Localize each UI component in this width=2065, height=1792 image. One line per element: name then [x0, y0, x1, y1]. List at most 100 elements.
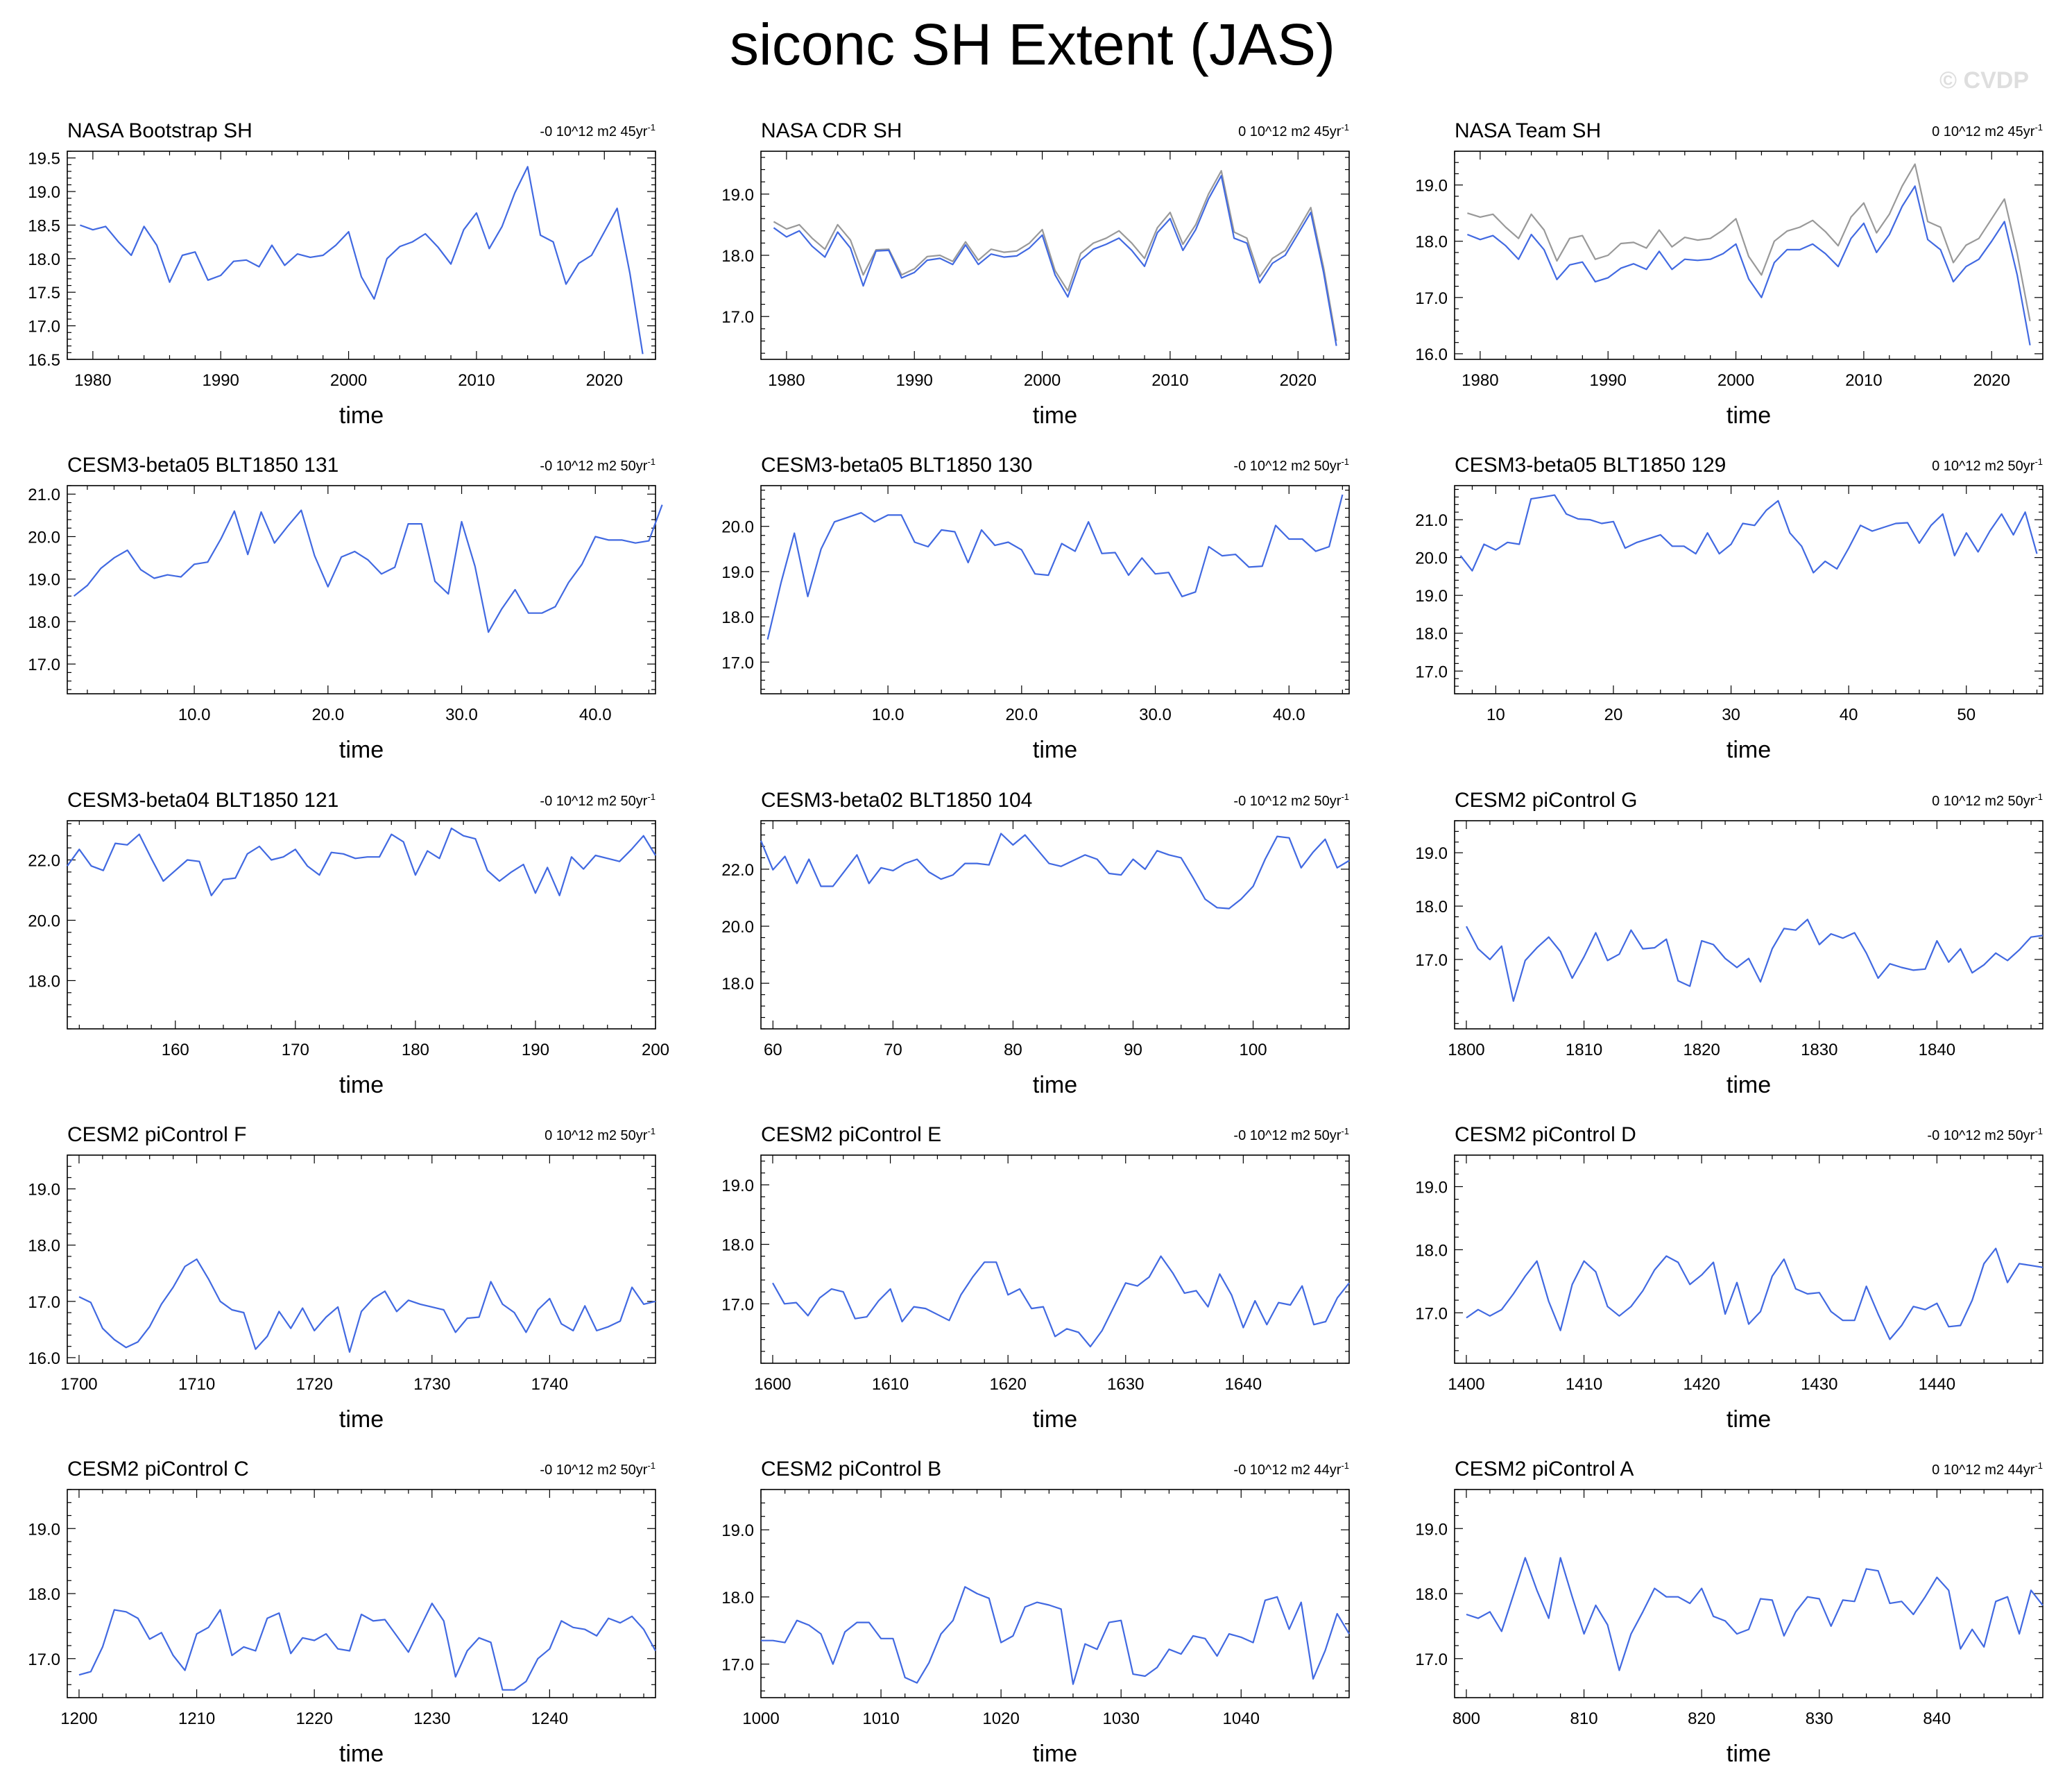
x-tick-label: 840	[1923, 1709, 1951, 1728]
x-tick-label: 1620	[989, 1375, 1026, 1394]
trend-exponent: -1	[2034, 1126, 2043, 1136]
series-line	[1466, 185, 2031, 345]
x-tick-label: 810	[1570, 1709, 1598, 1728]
y-tick-label: 18.0	[28, 1237, 60, 1256]
x-tick-label: 100	[1240, 1041, 1267, 1059]
panel-trend-label: -0 10^12 m2 50yr-1	[1233, 456, 1349, 474]
chart-panel: CESM2 piControl G 0 10^12 m2 50yr-1 1800 18…	[1415, 789, 2043, 1098]
trend-exponent: -1	[1341, 122, 1349, 133]
x-tick-label: 1810	[1566, 1041, 1602, 1059]
x-axis-label: time	[1726, 1741, 1771, 1767]
y-tick-label: 22.0	[28, 852, 60, 871]
chart-panel: CESM3-beta05 BLT1850 129 0 10^12 m2 50yr-…	[1415, 454, 2043, 763]
plot-frame	[1454, 1489, 2043, 1698]
x-tick-label: 1800	[1448, 1041, 1484, 1059]
trend-text: -0 10^12 m2 50yr	[1233, 1128, 1341, 1143]
trend-text: 0 10^12 m2 50yr	[1932, 459, 2035, 474]
x-tick-label: 1600	[754, 1375, 791, 1394]
y-tick-label: 18.0	[1415, 1585, 1448, 1604]
y-tick-label: 20.0	[721, 918, 754, 937]
y-tick-label: 19.5	[28, 150, 60, 169]
x-tick-label: 2010	[1845, 371, 1882, 390]
y-tick-label: 21.0	[1415, 511, 1448, 530]
x-tick-label: 30.0	[1139, 706, 1172, 724]
x-tick-label: 190	[522, 1041, 549, 1059]
y-tick-label: 18.0	[721, 1589, 754, 1607]
chart-panel: NASA Bootstrap SH -0 10^12 m2 45yr-1 1980 1…	[28, 119, 656, 429]
x-tick-label: 1210	[178, 1709, 215, 1728]
y-tick-label: 19.0	[28, 1520, 60, 1539]
chart-panel: CESM2 piControl A 0 10^12 m2 44yr-1 800 810…	[1415, 1458, 2043, 1767]
panel-title: CESM3-beta05 BLT1850 130	[761, 454, 1032, 477]
panel-trend-label: 0 10^12 m2 44yr-1	[1932, 1460, 2043, 1478]
y-tick-label: 18.0	[721, 608, 754, 627]
x-tick-label: 1840	[1919, 1041, 1955, 1059]
chart-panel: CESM2 piControl C -0 10^12 m2 50yr-1 1200 1…	[28, 1458, 656, 1767]
y-tick-label: 20.0	[28, 528, 60, 547]
panel-trend-label: 0 10^12 m2 50yr-1	[545, 1126, 656, 1143]
panel-title: NASA CDR SH	[761, 119, 902, 142]
x-tick-label: 30.0	[445, 706, 478, 724]
x-tick-label: 1640	[1225, 1375, 1262, 1394]
y-tick-label: 19.0	[721, 563, 754, 582]
y-tick-label: 21.0	[28, 486, 60, 504]
trend-exponent: -1	[647, 122, 656, 133]
x-axis-label: time	[1033, 402, 1077, 429]
x-axis-label: time	[1726, 402, 1771, 429]
series-line	[1466, 1557, 2043, 1671]
x-tick-label: 2020	[586, 371, 623, 390]
y-tick-label: 19.0	[1415, 844, 1448, 863]
series-line	[760, 833, 1350, 910]
plot-frame	[67, 1154, 656, 1364]
y-tick-label: 17.5	[28, 284, 60, 302]
series-line	[78, 1603, 656, 1691]
trend-exponent: -1	[1341, 1126, 1349, 1136]
plot-frame	[760, 151, 1350, 360]
x-tick-label: 820	[1688, 1709, 1715, 1728]
y-tick-label: 19.0	[28, 1181, 60, 1200]
chart-panel: CESM2 piControl E -0 10^12 m2 50yr-1 1600 1…	[721, 1123, 1350, 1433]
x-tick-label: 1440	[1919, 1375, 1955, 1394]
panel-title: NASA Team SH	[1455, 119, 1601, 142]
x-tick-label: 1820	[1683, 1041, 1720, 1059]
x-tick-label: 2000	[330, 371, 367, 390]
y-tick-label: 18.0	[721, 247, 754, 266]
trend-exponent: -1	[1341, 1460, 1349, 1471]
x-tick-label: 1230	[413, 1709, 450, 1728]
chart-panel: NASA Team SH 0 10^12 m2 45yr-1 1980 1990 200…	[1415, 119, 2043, 429]
x-tick-label: 1740	[531, 1375, 568, 1394]
trend-exponent: -1	[647, 456, 656, 467]
x-tick-label: 1420	[1683, 1375, 1720, 1394]
panel-title: CESM2 piControl C	[67, 1458, 249, 1480]
y-tick-label: 17.0	[28, 1650, 60, 1669]
y-tick-label: 19.0	[28, 183, 60, 202]
panel-trend-label: -0 10^12 m2 50yr-1	[540, 456, 656, 474]
y-tick-label: 17.0	[28, 318, 60, 336]
y-tick-label: 20.0	[28, 912, 60, 930]
y-tick-label: 18.0	[1415, 898, 1448, 916]
x-tick-label: 2020	[1280, 371, 1317, 390]
plot-frame	[67, 820, 656, 1030]
x-tick-label: 1200	[60, 1709, 97, 1728]
trend-text: -0 10^12 m2 45yr	[540, 124, 647, 139]
trend-text: 0 10^12 m2 50yr	[1932, 794, 2035, 809]
x-tick-label: 1980	[768, 371, 805, 390]
trend-text: -0 10^12 m2 44yr	[1233, 1462, 1341, 1478]
y-tick-label: 17.0	[721, 1656, 754, 1675]
x-tick-label: 2020	[1973, 371, 2010, 390]
x-tick-label: 1980	[74, 371, 111, 390]
x-tick-label: 1830	[1801, 1041, 1837, 1059]
x-tick-label: 1400	[1448, 1375, 1484, 1394]
panel-trend-label: -0 10^12 m2 50yr-1	[540, 792, 656, 809]
series-line	[773, 175, 1337, 346]
x-tick-label: 20.0	[311, 706, 344, 724]
y-tick-label: 17.0	[721, 654, 754, 672]
y-tick-label: 19.0	[1415, 177, 1448, 196]
x-axis-label: time	[1726, 1072, 1771, 1098]
panel-trend-label: -0 10^12 m2 50yr-1	[1233, 792, 1349, 809]
figure-title: siconc SH Extent (JAS)	[730, 12, 1335, 77]
trend-text: -0 10^12 m2 50yr	[1927, 1128, 2034, 1143]
trend-text: -0 10^12 m2 50yr	[540, 459, 647, 474]
x-axis-label: time	[339, 1072, 384, 1098]
y-tick-label: 17.0	[1415, 663, 1448, 681]
